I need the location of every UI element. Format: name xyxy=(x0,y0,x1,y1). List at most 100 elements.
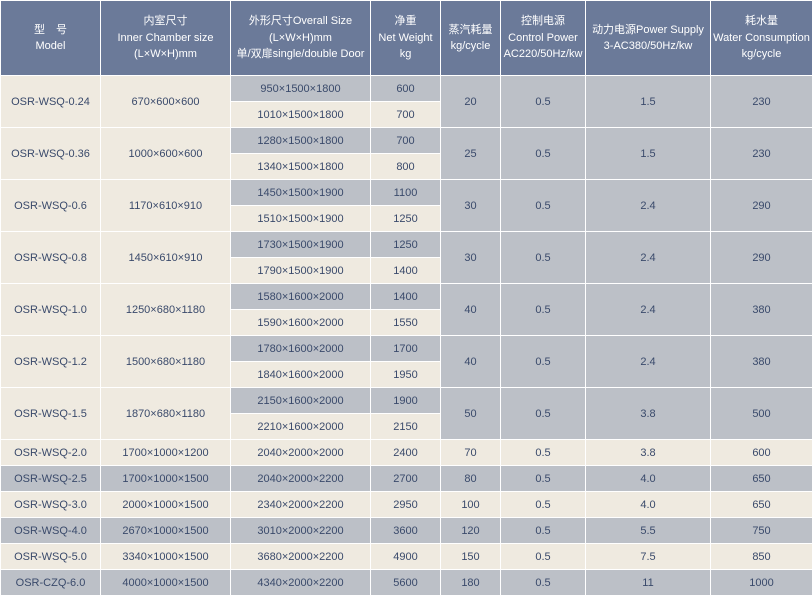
header-row: 型 号 Model 内室尺寸 Inner Chamber size (L×W×H… xyxy=(1,1,812,76)
cell: 1250×680×1180 xyxy=(101,284,231,336)
cell: 0.5 xyxy=(501,336,586,388)
cell: 2000×1000×1500 xyxy=(101,492,231,518)
cell: 1170×610×910 xyxy=(101,180,231,232)
cell: 1340×1500×1800 xyxy=(231,154,371,180)
table-row: OSR-WSQ-2.01700×1000×12002040×2000×20002… xyxy=(1,440,812,466)
cell: 600 xyxy=(711,440,812,466)
cell: 3600 xyxy=(371,518,441,544)
cell: 1700 xyxy=(371,336,441,362)
cell: 290 xyxy=(711,180,812,232)
cell: 750 xyxy=(711,518,812,544)
cell: 1510×1500×1900 xyxy=(231,206,371,232)
cell: 5600 xyxy=(371,570,441,596)
cell: 50 xyxy=(441,388,501,440)
cell: 180 xyxy=(441,570,501,596)
cell: 1790×1500×1900 xyxy=(231,258,371,284)
cell: 600 xyxy=(371,76,441,102)
table-row: OSR-WSQ-3.02000×1000×15002340×2000×22002… xyxy=(1,492,812,518)
cell: 380 xyxy=(711,336,812,388)
cell: 1550 xyxy=(371,310,441,336)
cell: 3680×2000×2200 xyxy=(231,544,371,570)
cell: 4.0 xyxy=(586,492,711,518)
cell: 0.5 xyxy=(501,570,586,596)
cell: OSR-WSQ-2.0 xyxy=(1,440,101,466)
header-steam: 蒸汽耗量 kg/cycle xyxy=(441,1,501,76)
header-model: 型 号 Model xyxy=(1,1,101,76)
cell: OSR-WSQ-4.0 xyxy=(1,518,101,544)
cell: 4000×1000×1500 xyxy=(101,570,231,596)
cell: OSR-WSQ-1.2 xyxy=(1,336,101,388)
cell: 1730×1500×1900 xyxy=(231,232,371,258)
cell: 1590×1600×2000 xyxy=(231,310,371,336)
cell: 11 xyxy=(586,570,711,596)
cell: OSR-WSQ-0.6 xyxy=(1,180,101,232)
cell: 0.5 xyxy=(501,492,586,518)
header-inner: 内室尺寸 Inner Chamber size (L×W×H)mm xyxy=(101,1,231,76)
cell: 2040×2000×2200 xyxy=(231,466,371,492)
cell: OSR-WSQ-0.36 xyxy=(1,128,101,180)
cell: 0.5 xyxy=(501,544,586,570)
cell: 2340×2000×2200 xyxy=(231,492,371,518)
cell: 2670×1000×1500 xyxy=(101,518,231,544)
cell: 1250 xyxy=(371,206,441,232)
cell: 1900 xyxy=(371,388,441,414)
header-weight: 净重 Net Weight kg xyxy=(371,1,441,76)
cell: 2150×1600×2000 xyxy=(231,388,371,414)
cell: 1700×1000×1200 xyxy=(101,440,231,466)
cell: 30 xyxy=(441,180,501,232)
header-overall: 外形尺寸Overall Size (L×W×H)mm 单/双扉single/do… xyxy=(231,1,371,76)
cell: 150 xyxy=(441,544,501,570)
cell: 1250 xyxy=(371,232,441,258)
table-row: OSR-WSQ-1.01250×680×11801580×1600×200014… xyxy=(1,284,812,310)
cell: 700 xyxy=(371,102,441,128)
cell: 4.0 xyxy=(586,466,711,492)
cell: 4900 xyxy=(371,544,441,570)
header-control: 控制电源 Control Power AC220/50Hz/kw xyxy=(501,1,586,76)
table-row: OSR-WSQ-0.361000×600×6001280×1500×180070… xyxy=(1,128,812,154)
cell: 950×1500×1800 xyxy=(231,76,371,102)
cell: OSR-WSQ-1.0 xyxy=(1,284,101,336)
cell: 25 xyxy=(441,128,501,180)
cell: 0.5 xyxy=(501,232,586,284)
cell: 2.4 xyxy=(586,232,711,284)
cell: 1580×1600×2000 xyxy=(231,284,371,310)
cell: 500 xyxy=(711,388,812,440)
cell: 30 xyxy=(441,232,501,284)
cell: 80 xyxy=(441,466,501,492)
cell: 1500×680×1180 xyxy=(101,336,231,388)
cell: 0.5 xyxy=(501,180,586,232)
cell: 3.8 xyxy=(586,440,711,466)
cell: 2210×1600×2000 xyxy=(231,414,371,440)
table-row: OSR-WSQ-0.24670×600×600950×1500×18006002… xyxy=(1,76,812,102)
cell: 290 xyxy=(711,232,812,284)
cell: 40 xyxy=(441,336,501,388)
cell: 1870×680×1180 xyxy=(101,388,231,440)
cell: OSR-WSQ-0.24 xyxy=(1,76,101,128)
cell: 20 xyxy=(441,76,501,128)
cell: 3340×1000×1500 xyxy=(101,544,231,570)
cell: 40 xyxy=(441,284,501,336)
cell: 3.8 xyxy=(586,388,711,440)
header-power: 动力电源Power Supply 3-AC380/50Hz/kw xyxy=(586,1,711,76)
cell: 1450×1500×1900 xyxy=(231,180,371,206)
cell: 380 xyxy=(711,284,812,336)
table-row: OSR-WSQ-5.03340×1000×15003680×2000×22004… xyxy=(1,544,812,570)
cell: 2040×2000×2000 xyxy=(231,440,371,466)
cell: 1000×600×600 xyxy=(101,128,231,180)
cell: 850 xyxy=(711,544,812,570)
cell: 1950 xyxy=(371,362,441,388)
cell: 0.5 xyxy=(501,466,586,492)
cell: 120 xyxy=(441,518,501,544)
table-row: OSR-WSQ-2.51700×1000×15002040×2000×22002… xyxy=(1,466,812,492)
cell: 800 xyxy=(371,154,441,180)
cell: OSR-WSQ-2.5 xyxy=(1,466,101,492)
cell: 2400 xyxy=(371,440,441,466)
cell: OSR-WSQ-5.0 xyxy=(1,544,101,570)
table-row: OSR-WSQ-0.81450×610×9101730×1500×1900125… xyxy=(1,232,812,258)
table-row: OSR-WSQ-0.61170×610×9101450×1500×1900110… xyxy=(1,180,812,206)
cell: 0.5 xyxy=(501,128,586,180)
cell: 1280×1500×1800 xyxy=(231,128,371,154)
cell: 650 xyxy=(711,466,812,492)
cell: 5.5 xyxy=(586,518,711,544)
cell: 650 xyxy=(711,492,812,518)
